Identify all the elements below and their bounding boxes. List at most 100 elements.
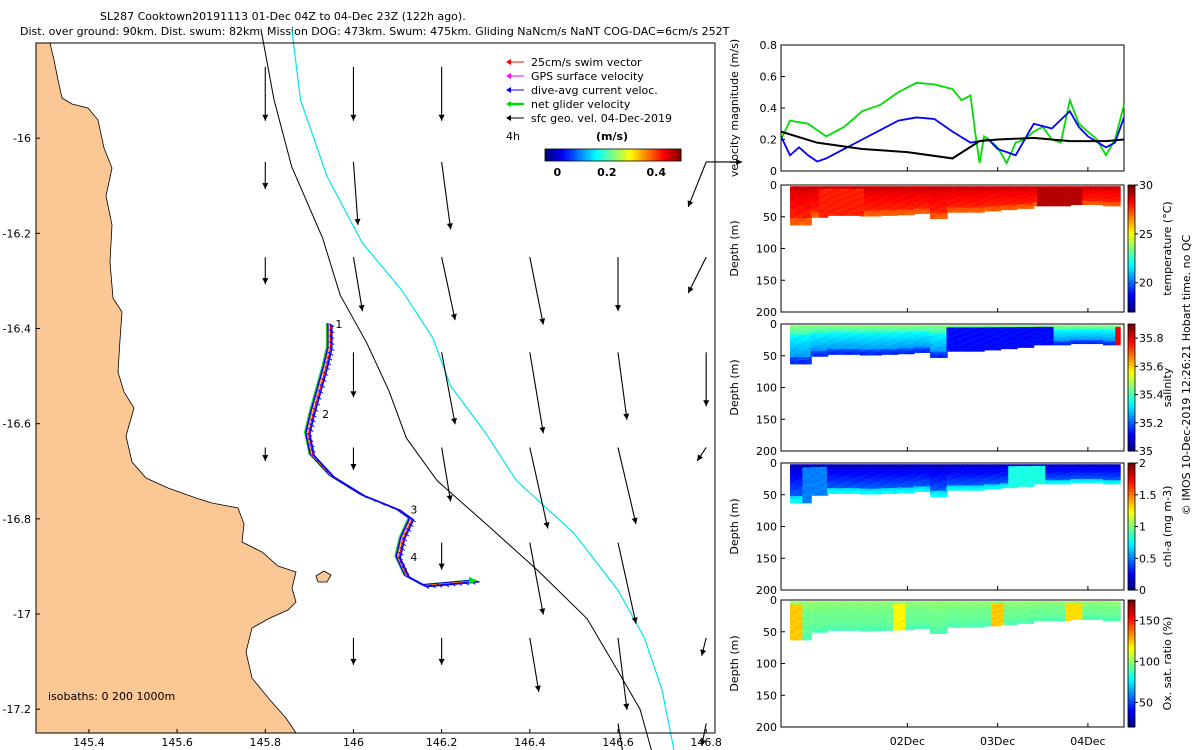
salinity-cell — [917, 343, 923, 347]
salinity-cell — [1103, 339, 1109, 343]
oxygen-cell — [835, 625, 841, 629]
chlorophyll-cell — [855, 490, 862, 494]
chlorophyll-cell — [913, 486, 919, 490]
temperature-cell — [1016, 198, 1022, 202]
oxygen-cell — [822, 616, 829, 621]
salinity-cell — [934, 327, 940, 332]
oxygen-colorbar-swatch — [1128, 681, 1135, 685]
chlorophyll-cell — [962, 485, 969, 489]
salinity-cell — [827, 349, 833, 353]
oxygen-colorbar-swatch — [1128, 622, 1135, 626]
temperature-cell — [855, 191, 862, 195]
salinity-cell — [917, 334, 923, 338]
oxygen-cell — [827, 601, 833, 605]
salinity-colorbar-swatch — [1128, 405, 1135, 409]
chlorophyll-cell — [1098, 480, 1105, 484]
oxygen-cell — [1082, 613, 1088, 616]
oxygen-cell — [888, 603, 895, 608]
chlorophyll-colorbar-swatch — [1128, 508, 1135, 512]
temperature-cell — [930, 199, 936, 204]
geostrophic-vector-head — [350, 391, 357, 398]
oxygen-cell — [1086, 602, 1092, 606]
salinity-cell — [1082, 329, 1088, 333]
chlorophyll-cell — [934, 488, 940, 492]
salinity-cell — [888, 351, 895, 355]
chlorophyll-cell — [1070, 476, 1076, 479]
temperature-cell — [884, 193, 891, 197]
oxygen-cell — [1053, 607, 1059, 611]
oxygen-cell — [1107, 613, 1113, 617]
chlorophyll-cell — [905, 482, 911, 487]
oxygen-cell — [991, 609, 998, 613]
oxygen-cell — [818, 611, 825, 615]
temperature-cell — [934, 215, 940, 220]
chlorophyll-cell — [1115, 478, 1121, 482]
salinity-cell — [892, 344, 899, 348]
salinity-cell — [1049, 341, 1055, 344]
temperature-cell — [946, 196, 952, 200]
temperature-colorbar-swatch — [1128, 261, 1135, 265]
temperature-cell — [1070, 198, 1076, 201]
temperature-cell — [897, 209, 903, 213]
oxygen-colorbar-swatch — [1128, 711, 1135, 715]
oxygen-cell — [1065, 601, 1072, 604]
temperature-cell — [835, 205, 841, 209]
temperature-cell — [810, 196, 816, 200]
oxygen-cell — [1061, 617, 1068, 620]
oxygen-cell — [860, 618, 866, 622]
temperature-cell — [962, 188, 969, 192]
temperature-cell — [1086, 186, 1092, 189]
temperature-cell — [1028, 198, 1035, 202]
salinity-cell — [1049, 339, 1055, 343]
chlorophyll-cell — [860, 486, 866, 490]
chlorophyll-cell — [798, 489, 804, 494]
temperature-cell — [1098, 201, 1105, 204]
oxygen-cell — [925, 601, 932, 605]
colorbar-swatch — [637, 149, 640, 161]
salinity-cell — [1049, 328, 1055, 332]
oxygen-cell — [1082, 610, 1088, 613]
salinity-cell — [818, 340, 825, 345]
salinity-cell — [897, 325, 903, 329]
salinity-cell — [835, 337, 841, 341]
temperature-cell — [790, 214, 796, 220]
oxygen-cell — [967, 624, 973, 628]
chlorophyll-cell — [1037, 467, 1043, 471]
colorbar-swatch — [667, 149, 670, 161]
chlorophyll-colorbar-swatch — [1128, 569, 1135, 573]
chlorophyll-cell — [818, 476, 825, 481]
oxygen-cell — [802, 636, 808, 641]
chlorophyll-cell — [810, 474, 816, 478]
chlorophyll-cell — [995, 484, 1002, 488]
salinity-cell — [835, 327, 841, 332]
chlorophyll-cell — [872, 474, 878, 478]
oxygen-cell — [1098, 604, 1105, 607]
chlorophyll-cell — [810, 484, 816, 489]
oxygen-cell — [851, 613, 858, 617]
temperature-cell — [843, 212, 849, 216]
chlorophyll-cell — [958, 464, 965, 468]
temperature-cell — [1004, 193, 1010, 197]
salinity-cell — [938, 338, 944, 343]
salinity-cell — [967, 346, 973, 350]
oxygen-cell — [946, 616, 952, 620]
chlorophyll-cell — [1090, 473, 1096, 476]
oxygen-cell — [790, 633, 796, 638]
salinity-cell — [1020, 336, 1026, 339]
oxygen-cell — [1082, 604, 1088, 607]
chlorophyll-cell — [1049, 478, 1055, 482]
oxygen-cell — [810, 613, 816, 618]
temperature-cell — [802, 198, 808, 204]
chlorophyll-cell — [921, 484, 928, 488]
oxygen-cell — [835, 601, 841, 605]
oxygen-cell — [855, 608, 862, 612]
oxygen-cell — [1028, 610, 1035, 614]
salinity-cell — [967, 331, 973, 335]
oxygen-cell — [1037, 602, 1043, 606]
salinity-cell — [880, 330, 886, 334]
oxygen-cell — [1074, 613, 1080, 616]
temperature-y-tick-label: 150 — [756, 274, 777, 287]
temperature-cell — [810, 211, 816, 216]
temperature-cell — [1111, 186, 1117, 189]
